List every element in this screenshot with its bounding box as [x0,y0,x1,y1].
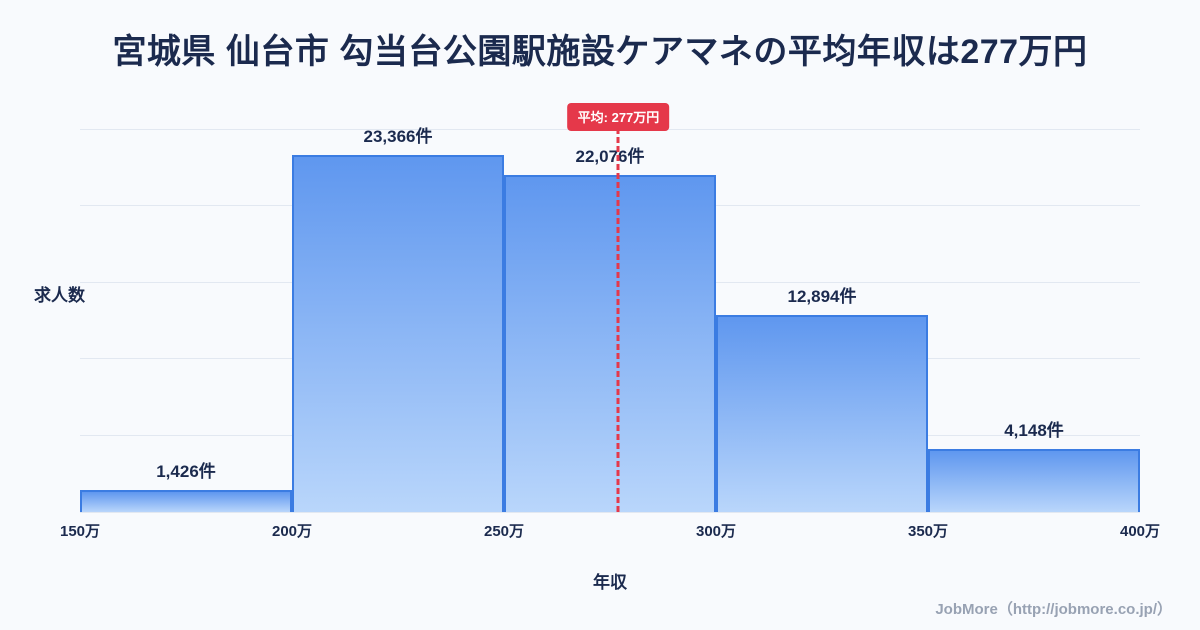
x-tick-label: 200万 [271,523,313,540]
bar-value-label: 22,076件 [575,146,645,166]
histogram-bar [716,314,928,512]
bar-value-label: 1,426件 [156,462,216,482]
x-tick-label: 400万 [1119,523,1161,540]
y-axis-label: 求人数 [34,286,85,305]
x-tick-label: 150万 [59,523,101,540]
average-line [616,128,620,512]
bar-value-label: 12,894件 [787,286,857,306]
x-tick-label: 350万 [907,523,949,540]
x-tick-label: 250万 [483,523,525,540]
histogram-bar [928,448,1140,512]
chart-title: 宮城県 仙台市 勾当台公園駅施設ケアマネの平均年収は277万円 [112,33,1088,71]
histogram-bar [292,154,504,512]
plot-area: 1,426件 23,366件 22,076件 12,894件 4,148件 [80,127,1140,513]
histogram-chart: 平均: 277万円 1,426件 23,366件 22,076件 12,894件 4,1… [60,100,1160,540]
bar-value-label: 4,148件 [1004,420,1064,440]
histogram-bar [504,174,716,512]
average-badge: 平均: 277万円 [567,103,670,131]
footer-credit: JobMore（http://jobmore.co.jp/） [935,601,1172,618]
x-axis-ticks: 150万 200万 250万 300万 350万 400万 [60,520,1160,540]
histogram-bar [80,490,292,512]
x-tick-label: 300万 [695,523,737,540]
x-axis-label: 年収 [593,573,627,592]
bar-value-label: 23,366件 [363,126,433,146]
